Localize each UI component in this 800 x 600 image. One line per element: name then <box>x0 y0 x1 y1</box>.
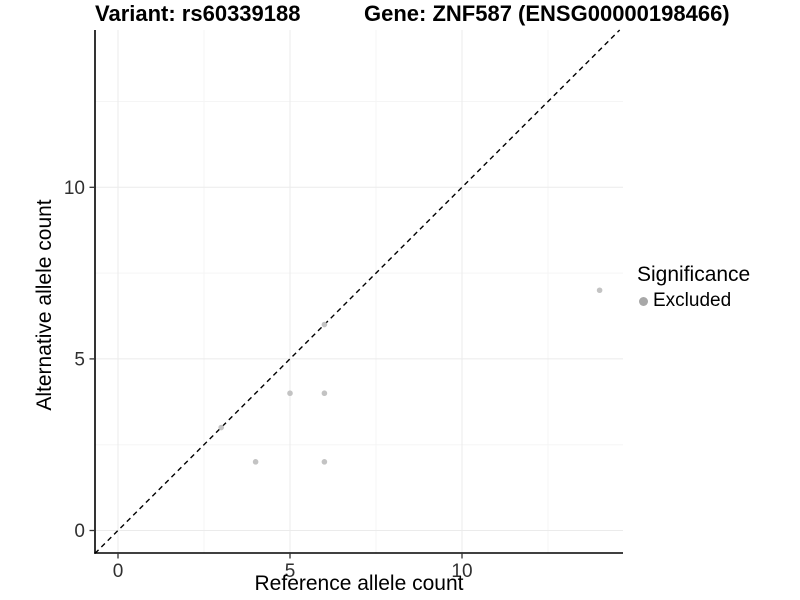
x-tick-label: 5 <box>285 561 296 582</box>
data-point <box>321 321 328 328</box>
legend-item-excluded: Excluded <box>639 290 750 312</box>
x-tick-label: 0 <box>113 561 124 582</box>
legend: Significance Excluded <box>637 263 750 312</box>
legend-point-icon <box>639 296 648 306</box>
x-axis-title: Reference allele count <box>254 572 464 595</box>
y-axis-title: Alternative allele count <box>33 199 56 411</box>
data-point <box>321 459 328 465</box>
plot-title-variant: Variant: rs60339188 <box>95 1 301 26</box>
plot-title-gene: Gene: ZNF587 (ENSG00000198466) <box>364 1 730 26</box>
data-point <box>218 424 224 431</box>
y-tick-label: 0 <box>74 521 85 542</box>
legend-item-label: Excluded <box>653 290 732 311</box>
legend-title: Significance <box>637 263 751 286</box>
data-point <box>321 390 328 397</box>
y-tick-label: 10 <box>64 178 85 199</box>
data-point <box>252 459 259 465</box>
data-point <box>287 390 293 397</box>
data-point <box>596 287 603 294</box>
x-tick-label: 10 <box>451 561 472 582</box>
identity-line <box>94 29 621 554</box>
y-tick-label: 5 <box>74 349 85 370</box>
